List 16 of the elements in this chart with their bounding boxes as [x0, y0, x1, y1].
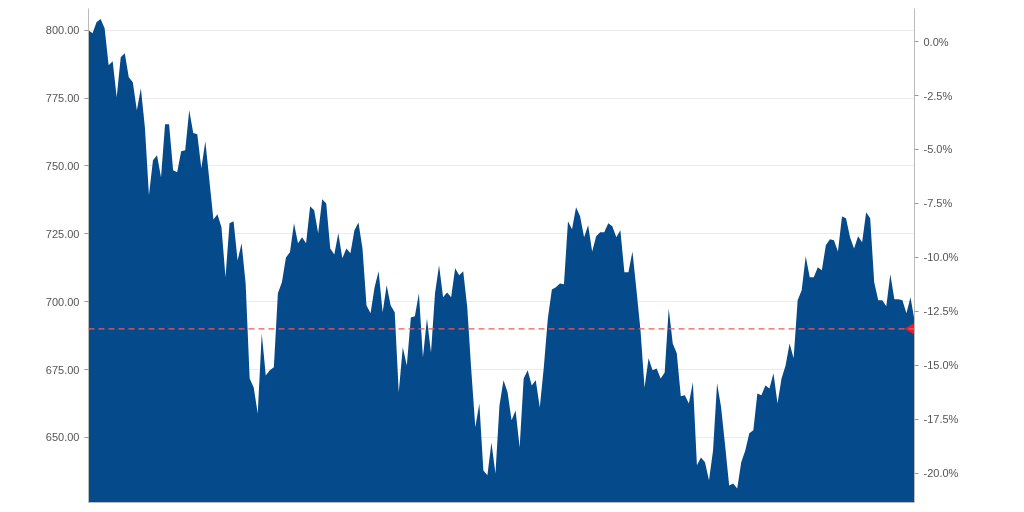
- y2-tick-label: -10.0%: [923, 251, 959, 264]
- y-tick-label: 675.00: [45, 363, 80, 376]
- y2-tick-label: -5.0%: [923, 143, 953, 156]
- y2-tick-label: -17.5%: [923, 413, 959, 426]
- y2-tick-label: -7.5%: [923, 197, 953, 210]
- y2-tick-label: -12.5%: [923, 305, 959, 318]
- y-tick-label: 800.00: [45, 24, 80, 37]
- y2-tick-label: 0.0%: [923, 35, 949, 48]
- y2-tick-label: -20.0%: [923, 467, 959, 480]
- y2-tick-label: -2.5%: [923, 89, 953, 102]
- y-tick-label: 725.00: [45, 227, 80, 240]
- y-tick-label: 700.00: [45, 295, 80, 308]
- y-tick-label: 775.00: [45, 92, 80, 105]
- y-tick-label: 750.00: [45, 159, 80, 172]
- y2-tick-label: -15.0%: [923, 359, 959, 372]
- y-tick-label: 650.00: [45, 431, 80, 444]
